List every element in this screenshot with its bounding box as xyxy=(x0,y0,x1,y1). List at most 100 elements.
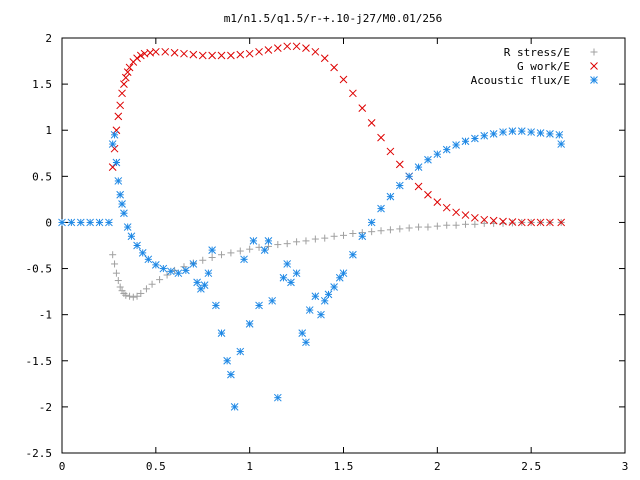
data-point xyxy=(249,237,258,245)
data-point xyxy=(138,249,147,257)
data-point xyxy=(95,218,104,227)
data-point xyxy=(367,218,376,227)
data-point xyxy=(442,145,451,154)
data-point xyxy=(517,127,526,135)
data-point xyxy=(396,225,404,233)
data-point xyxy=(76,218,85,227)
series-1 xyxy=(108,42,566,227)
series-2 xyxy=(58,127,566,411)
data-point xyxy=(311,235,319,243)
data-point xyxy=(208,51,216,60)
data-point xyxy=(499,217,507,226)
data-point xyxy=(471,134,479,143)
data-point xyxy=(151,261,160,269)
data-point xyxy=(377,204,385,213)
data-point xyxy=(212,301,220,310)
data-point xyxy=(386,147,395,156)
data-point xyxy=(67,218,76,227)
data-point xyxy=(156,276,164,284)
data-point xyxy=(414,163,423,171)
data-point xyxy=(424,155,432,164)
data-point xyxy=(499,128,507,136)
data-point xyxy=(414,182,423,191)
data-point xyxy=(223,356,232,365)
data-point xyxy=(217,51,226,60)
data-point xyxy=(120,209,128,218)
data-point xyxy=(116,283,124,291)
data-point xyxy=(287,278,295,287)
data-point xyxy=(508,218,517,226)
y-tick-label: -2.5 xyxy=(26,447,53,460)
data-point xyxy=(255,301,263,310)
y-tick-label: 0.5 xyxy=(32,170,52,183)
y-tick-label: -2 xyxy=(39,401,52,414)
data-point xyxy=(133,54,141,63)
x-tick-label: 1 xyxy=(246,460,253,473)
data-point xyxy=(302,237,310,245)
data-point xyxy=(136,51,145,60)
data-point xyxy=(283,42,292,51)
data-point xyxy=(240,255,248,264)
data-point xyxy=(461,211,470,219)
legend-label: Acoustic flux/E xyxy=(471,74,570,87)
data-point xyxy=(125,63,134,72)
data-point xyxy=(108,140,117,148)
legend-label: R stress/E xyxy=(504,46,570,59)
data-point xyxy=(114,112,123,121)
data-point xyxy=(536,129,545,137)
legend-label: G work/E xyxy=(517,60,570,73)
data-point xyxy=(452,221,460,229)
data-point xyxy=(227,249,235,257)
data-point xyxy=(335,273,344,282)
axis-ticks: 0 0.5 1 1.5 2 2.5 3 2 1.5 1 0.5 0 -0.5 -1 -1.5 -2 -2.5 xyxy=(26,32,629,473)
data-point xyxy=(245,49,254,58)
data-point xyxy=(118,200,126,208)
data-point xyxy=(461,220,469,228)
data-point xyxy=(368,228,376,236)
data-point xyxy=(137,289,145,297)
data-point xyxy=(377,227,385,235)
data-point xyxy=(293,238,301,246)
data-marks xyxy=(58,42,566,411)
data-point xyxy=(264,46,273,54)
data-point xyxy=(245,320,254,328)
data-point xyxy=(133,241,141,250)
data-point xyxy=(489,216,498,225)
data-point xyxy=(317,310,325,319)
data-point xyxy=(305,306,314,314)
data-point xyxy=(217,329,226,337)
data-point xyxy=(292,42,301,51)
legend-marker xyxy=(590,76,598,84)
data-point xyxy=(116,101,125,110)
data-point xyxy=(546,130,554,138)
data-point xyxy=(433,222,441,230)
x-tick-label: 0.5 xyxy=(146,460,166,473)
data-point xyxy=(264,237,273,245)
data-point xyxy=(349,250,357,259)
data-point xyxy=(204,269,213,278)
data-point xyxy=(236,247,244,255)
data-point xyxy=(471,220,479,228)
y-tick-label: 1.5 xyxy=(32,78,52,91)
data-point xyxy=(452,141,460,149)
data-point xyxy=(166,267,175,276)
y-tick-label: 2 xyxy=(45,32,52,45)
data-point xyxy=(199,256,207,264)
data-point xyxy=(133,292,141,300)
data-point xyxy=(112,269,120,277)
data-point xyxy=(292,269,301,278)
data-point xyxy=(324,290,333,299)
y-tick-label: -1.5 xyxy=(26,355,53,368)
data-point xyxy=(279,273,288,282)
data-point xyxy=(273,44,282,52)
data-point xyxy=(395,181,404,190)
chart-title: m1/n1.5/q1.5/r-+.10-j27/M0.01/256 xyxy=(224,12,443,25)
data-point xyxy=(424,223,432,231)
data-point xyxy=(255,47,263,56)
data-point xyxy=(151,47,160,56)
data-point xyxy=(557,218,566,227)
data-point xyxy=(330,232,338,240)
data-point xyxy=(471,213,479,222)
